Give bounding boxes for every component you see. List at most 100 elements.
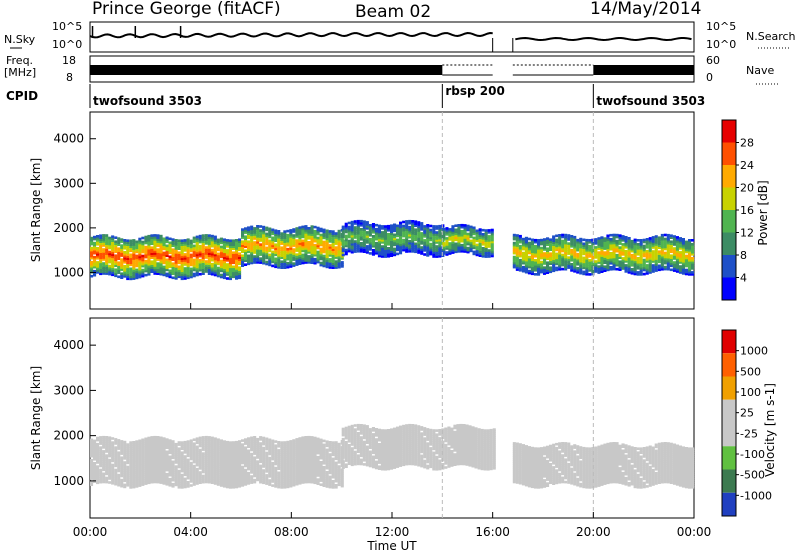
echo-cell: [93, 453, 97, 457]
echo-cell: [183, 255, 187, 258]
echo-cell: [304, 237, 308, 240]
echo-cell: [295, 456, 299, 460]
echo-cell: [186, 250, 190, 254]
echo-cell: [268, 469, 272, 472]
echo-cell: [96, 243, 100, 246]
echo-cell: [362, 236, 366, 239]
echo-cell: [156, 254, 160, 257]
echo-cell: [259, 466, 263, 470]
echo-cell: [301, 467, 305, 470]
echo-cell: [512, 237, 516, 241]
echo-cell: [241, 465, 245, 469]
echo-cell: [117, 459, 121, 463]
echo-cell: [150, 252, 154, 255]
echo-cell: [322, 248, 326, 252]
echo-cell: [515, 240, 519, 243]
echo-cell: [387, 251, 391, 254]
echo-cell: [207, 464, 211, 468]
echo-cell: [216, 452, 220, 456]
echo-cell: [597, 247, 601, 250]
echo-cell: [132, 261, 136, 264]
echo-cell: [624, 244, 628, 247]
echo-cell: [423, 231, 427, 234]
echo-cell: [204, 435, 208, 439]
echo-cell: [165, 236, 169, 240]
echo-cell: [454, 234, 458, 238]
echo-cell: [90, 262, 94, 266]
echo-cell: [274, 460, 278, 464]
echo-cell: [319, 463, 323, 466]
echo-cell: [359, 224, 363, 227]
echo-cell: [609, 254, 613, 257]
echo-cell: [512, 259, 516, 263]
echo-cell: [438, 226, 442, 230]
echo-cell: [654, 253, 658, 256]
echo-cell: [271, 254, 275, 258]
echo-cell: [117, 263, 121, 266]
echo-cell: [126, 257, 130, 260]
echo-cell: [414, 230, 418, 233]
echo-cell: [108, 250, 112, 254]
echo-cell: [271, 232, 275, 236]
echo-cell: [153, 264, 157, 267]
echo-cell: [168, 249, 172, 253]
echo-cell: [159, 475, 163, 478]
echo-cell: [393, 243, 397, 247]
echo-cell: [153, 252, 157, 255]
echo-cell: [377, 226, 381, 230]
echo-cell: [454, 250, 458, 254]
echo-cell: [192, 266, 196, 270]
echo-cell: [435, 241, 439, 244]
echo-cell: [666, 261, 670, 265]
echo-cell: [316, 482, 320, 485]
echo-cell: [228, 484, 232, 487]
echo-cell: [210, 479, 214, 482]
echo-cell: [344, 222, 348, 226]
echo-cell: [129, 271, 133, 275]
echo-cell: [325, 251, 329, 255]
echo-cell: [280, 256, 284, 259]
echo-cell: [313, 235, 317, 239]
echo-cell: [600, 246, 604, 249]
echo-cell: [238, 472, 242, 476]
freq-right-tick-bottom: 0: [706, 71, 713, 84]
echo-cell: [289, 456, 293, 459]
echo-cell: [292, 471, 296, 475]
echo-cell: [423, 243, 427, 246]
echo-cell: [356, 246, 360, 249]
echo-cell: [159, 270, 163, 274]
echo-cell: [135, 242, 139, 246]
echo-cell: [156, 270, 160, 273]
echo-cell: [244, 456, 248, 460]
echo-cell: [99, 476, 103, 480]
echo-cell: [344, 248, 348, 252]
echo-cell: [558, 248, 562, 251]
echo-cell: [594, 262, 598, 265]
echo-cell: [165, 474, 169, 478]
echo-cell: [691, 265, 695, 268]
echo-cell: [219, 443, 223, 446]
echo-cell: [168, 461, 172, 465]
echo-cell: [549, 254, 553, 257]
echo-cell: [195, 451, 199, 455]
echo-cell: [144, 249, 148, 253]
echo-cell: [274, 444, 278, 447]
echo-cell: [371, 229, 375, 232]
echo-cell: [153, 442, 157, 445]
echo-cell: [417, 243, 421, 246]
echo-cell: [445, 239, 449, 242]
echo-cell: [657, 260, 661, 264]
echo-cell: [247, 254, 251, 258]
echo-cell: [135, 246, 139, 250]
echo-cell: [374, 229, 378, 233]
echo-cell: [99, 262, 103, 266]
echo-cell: [466, 226, 470, 230]
echo-cell: [325, 245, 329, 249]
echo-cell: [213, 271, 217, 275]
echo-cell: [417, 223, 421, 226]
echo-cell: [295, 482, 299, 486]
echo-cell: [451, 245, 455, 248]
echo-cell: [405, 244, 409, 247]
echo-cell: [301, 465, 305, 468]
echo-cell: [144, 482, 148, 485]
